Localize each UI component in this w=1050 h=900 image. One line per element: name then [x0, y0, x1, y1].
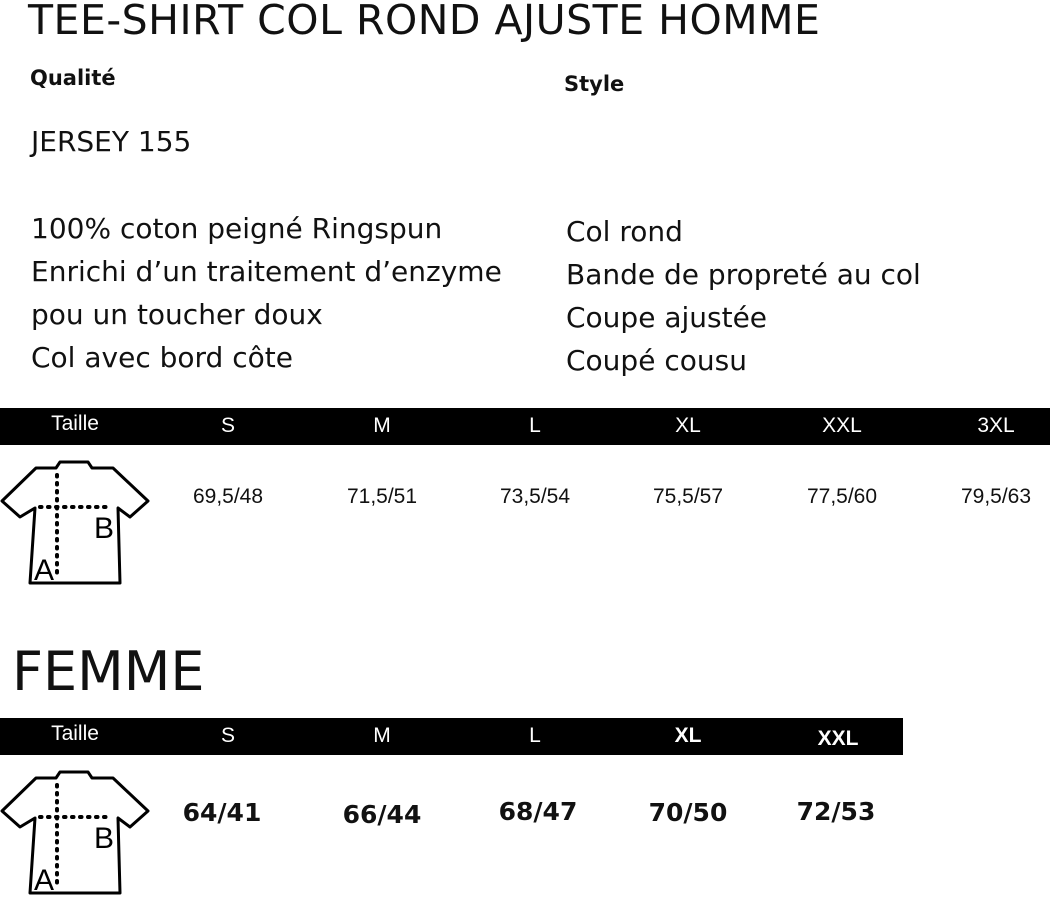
header-taille: Taille [51, 412, 99, 435]
style-list: Col rond Bande de propreté au col Coupe … [566, 210, 921, 382]
quality-heading: Qualité [30, 66, 116, 90]
header-size: S [220, 414, 236, 437]
quality-list: 100% coton peigné Ringspun Enrichi d’un … [31, 207, 502, 379]
measure-value: 71,5/51 [346, 485, 418, 508]
header-size: M [373, 414, 391, 437]
header-size: S [220, 724, 236, 747]
measure-value: 79,5/63 [960, 485, 1032, 508]
header-size: M [373, 724, 391, 747]
page-title: TEE-SHIRT COL ROND AJUSTE HOMME [28, 0, 821, 44]
header-size: XXL [817, 727, 859, 750]
header-size: L [529, 724, 541, 747]
style-line: Col rond [566, 215, 683, 248]
label-b: B [94, 512, 114, 545]
measure-value: 77,5/60 [806, 485, 878, 508]
measure-value: 66/44 [342, 800, 422, 829]
header-size: L [529, 414, 541, 437]
style-line: Coupé cousu [566, 344, 747, 377]
header-size: XL [675, 414, 701, 437]
style-line: Coupe ajustée [566, 301, 768, 334]
measure-value: 64/41 [182, 798, 262, 827]
fabric-name: JERSEY 155 [31, 125, 192, 158]
tshirt-measure-icon: B A [0, 770, 150, 897]
header-size: XL [674, 724, 702, 747]
homme-size-header: Taille S M L XL XXL 3XL [0, 408, 1050, 445]
label-a: A [34, 864, 54, 897]
header-taille: Taille [51, 722, 99, 745]
quality-line: Enrichi d’un traitement d’enzyme [31, 255, 502, 288]
femme-title: FEMME [12, 640, 205, 703]
label-a: A [34, 554, 54, 587]
quality-line: Col avec bord côte [31, 341, 293, 374]
header-size: XXL [822, 414, 862, 437]
measure-value: 72/53 [796, 797, 876, 826]
measure-value: 73,5/54 [499, 485, 571, 508]
quality-line: 100% coton peigné Ringspun [31, 212, 443, 245]
header-size: 3XL [977, 414, 1015, 437]
measure-value: 68/47 [498, 797, 578, 826]
quality-line: pou un toucher doux [31, 298, 323, 331]
style-heading: Style [564, 72, 625, 96]
measure-value: 75,5/57 [652, 485, 724, 508]
tshirt-measure-icon: B A [0, 460, 150, 587]
measure-value: 69,5/48 [192, 485, 264, 508]
femme-size-header: Taille S M L XL XXL [0, 718, 903, 755]
label-b: B [94, 822, 114, 855]
style-line: Bande de propreté au col [566, 258, 921, 291]
measure-value: 70/50 [648, 798, 728, 827]
